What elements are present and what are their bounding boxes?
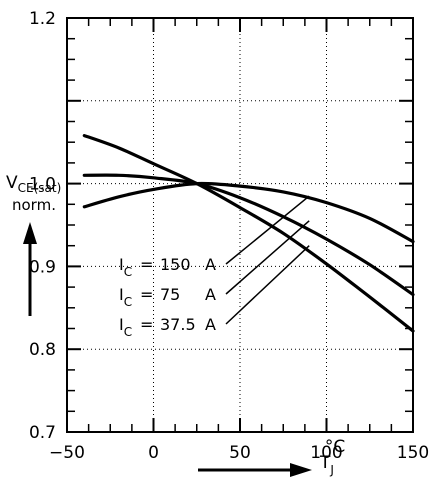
y-tick-label: 1.0 bbox=[29, 175, 56, 195]
y-axis-label: VCE(sat) bbox=[6, 173, 61, 195]
annotation-leader-line bbox=[225, 245, 310, 325]
annotation-value: 37.5 bbox=[160, 315, 196, 334]
series-lines bbox=[82, 134, 415, 333]
axis-ticks bbox=[66, 17, 414, 433]
x-axis-label: TJ bbox=[319, 453, 334, 477]
curve-annotation: IC = 150 A bbox=[119, 195, 310, 279]
series-line bbox=[82, 173, 415, 297]
annotation-equals: = bbox=[140, 255, 153, 274]
annotation-value: 75 bbox=[160, 285, 180, 304]
annotation-unit: A bbox=[205, 315, 216, 334]
y-tick-label: 0.9 bbox=[29, 257, 56, 277]
series-line bbox=[82, 134, 415, 333]
annotation-leader-line bbox=[225, 195, 310, 265]
y-tick-label: 0.8 bbox=[29, 340, 56, 360]
x-axis-unit: °C bbox=[325, 437, 345, 457]
annotation-current-symbol: IC bbox=[119, 285, 132, 309]
x-axis-label-sub: J bbox=[329, 463, 334, 477]
annotation-value: 150 bbox=[160, 255, 191, 274]
curve-annotations: IC = 150 A IC = 75 A IC = 37.5 A bbox=[119, 195, 310, 339]
y-axis-arrow-icon bbox=[23, 222, 37, 316]
y-tick-label: 1.2 bbox=[29, 9, 56, 29]
annotation-unit: A bbox=[205, 285, 216, 304]
x-tick-label: 50 bbox=[229, 443, 251, 463]
y-axis-label-norm: norm. bbox=[12, 196, 56, 214]
x-axis-label-main: T bbox=[319, 453, 331, 473]
annotation-equals: = bbox=[140, 315, 153, 334]
annotation-current-symbol: IC bbox=[119, 255, 132, 279]
curve-annotation: IC = 75 A bbox=[119, 220, 310, 309]
tick-labels: −50 0 50 100 150 0.7 0.8 0.9 1.0 1.2 bbox=[29, 9, 429, 463]
x-tick-label: −50 bbox=[49, 443, 85, 463]
plot-frame bbox=[66, 17, 414, 433]
annotation-equals: = bbox=[140, 285, 153, 304]
annotation-unit: A bbox=[205, 255, 216, 274]
x-tick-label: 150 bbox=[397, 443, 429, 463]
curve-annotation: IC = 37.5 A bbox=[119, 245, 310, 339]
x-axis-arrow-icon bbox=[198, 463, 312, 477]
y-tick-label: 0.7 bbox=[29, 423, 56, 443]
y-axis-label-sub: CE(sat) bbox=[18, 181, 62, 195]
series-line bbox=[82, 181, 415, 244]
annotation-leader-line bbox=[225, 220, 310, 295]
annotation-current-symbol: IC bbox=[119, 315, 132, 339]
grid bbox=[67, 18, 413, 432]
y-axis-label-main: V bbox=[6, 173, 18, 193]
x-tick-label: 0 bbox=[148, 443, 159, 463]
x-tick-label: 100 bbox=[310, 443, 342, 463]
